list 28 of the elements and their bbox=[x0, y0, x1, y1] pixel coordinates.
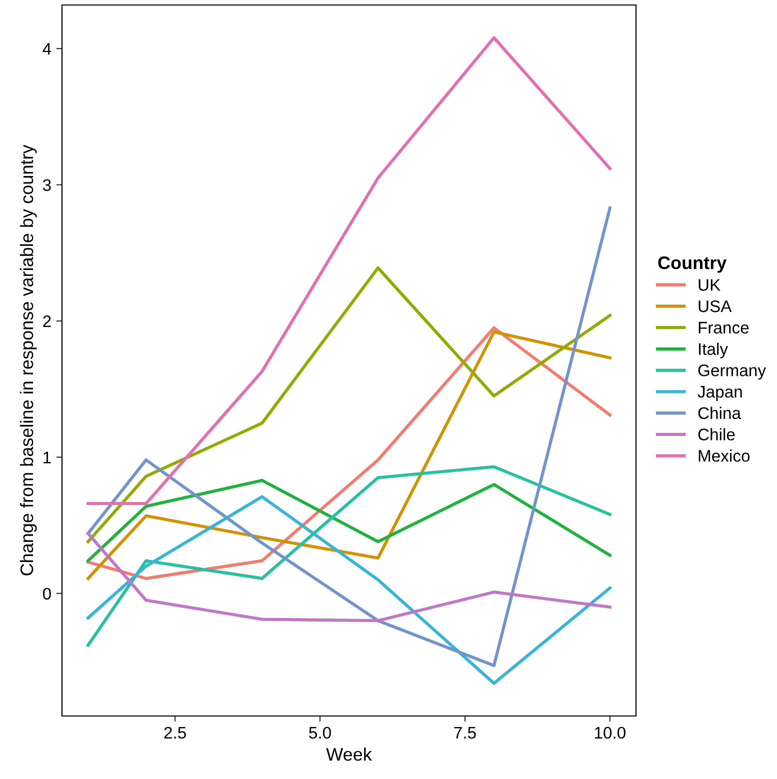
line-series bbox=[86, 266, 612, 544]
legend-label: Mexico bbox=[698, 450, 750, 462]
legend-label: Chile bbox=[698, 428, 735, 440]
x-tick-label: 7.5 bbox=[454, 727, 476, 739]
y-tick-label: 1 bbox=[44, 452, 51, 464]
y-axis-title: Change from baseline in response variable by country bbox=[20, 144, 37, 576]
x-tick-label: 10.0 bbox=[594, 726, 626, 739]
legend-label: Germany bbox=[698, 364, 766, 380]
line-series bbox=[86, 495, 612, 685]
legend-label: France bbox=[698, 322, 749, 334]
legend-label: Japan bbox=[698, 386, 742, 401]
legend-label: UK bbox=[698, 279, 720, 291]
y-tick-label: 4 bbox=[42, 43, 52, 55]
legend-label: USA bbox=[698, 300, 732, 312]
y-tick-label: 3 bbox=[42, 179, 51, 191]
legend-title: Country bbox=[658, 256, 727, 273]
legend-label: Italy bbox=[699, 342, 728, 358]
line-series bbox=[86, 36, 612, 506]
y-tick-label: 0 bbox=[42, 588, 51, 600]
x-tick-label: 2.5 bbox=[164, 726, 186, 739]
line-series bbox=[86, 206, 612, 668]
line-series bbox=[86, 478, 612, 562]
legend-label: China bbox=[698, 406, 742, 420]
x-axis-title: Week bbox=[326, 748, 372, 761]
y-tick-label: 2 bbox=[43, 315, 51, 328]
line-series bbox=[86, 465, 612, 647]
line-series bbox=[86, 532, 612, 622]
x-tick-label: 5.0 bbox=[309, 726, 331, 739]
